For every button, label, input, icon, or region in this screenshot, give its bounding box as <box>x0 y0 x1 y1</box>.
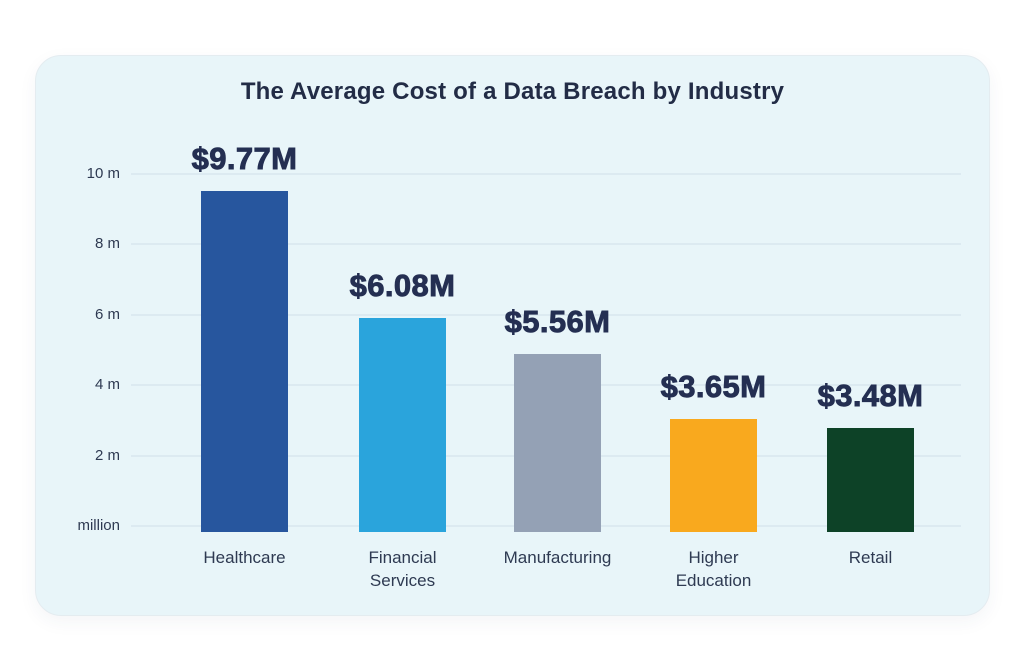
y-axis-tick-label: 4 m <box>94 376 120 393</box>
gridline-4 <box>131 243 961 245</box>
x-axis-category-label: Higher Education <box>675 548 752 590</box>
bar-value-label: $3.65M <box>660 369 767 405</box>
gridline-5 <box>131 172 961 175</box>
bar-value-label: $6.08M <box>349 268 456 304</box>
bar-value-label: $3.48M <box>817 378 924 414</box>
y-axis-tick-label: 8 m <box>94 235 120 252</box>
bar-manufacturing <box>514 354 601 532</box>
bar-financial-services <box>359 318 446 532</box>
chart-card: The Average Cost of a Data Breach by Ind… <box>35 55 990 616</box>
x-axis-category-label: Manufacturing <box>503 548 612 567</box>
bar-value-label: $9.77M <box>191 141 298 177</box>
y-axis-tick-label: 10 m <box>86 164 120 182</box>
y-axis-tick-label: million <box>77 517 120 534</box>
bar-retail <box>827 428 914 532</box>
chart-title: The Average Cost of a Data Breach by Ind… <box>240 78 785 105</box>
bar-value-label: $5.56M <box>504 304 611 340</box>
plot-area: million 2 m 4 m 6 m 8 m 10 m $9.77M Healthcare… <box>36 56 991 617</box>
y-axis-tick-label: 2 m <box>94 446 120 464</box>
x-axis-category-label: Retail <box>848 548 893 567</box>
x-axis-category-label: Financial Services <box>368 548 437 590</box>
bar-higher-education <box>670 419 757 532</box>
x-axis-category-label: Healthcare <box>203 548 286 567</box>
bar-healthcare <box>201 191 288 532</box>
y-axis-tick-label: 6 m <box>94 305 120 323</box>
gridline-3 <box>131 313 961 316</box>
